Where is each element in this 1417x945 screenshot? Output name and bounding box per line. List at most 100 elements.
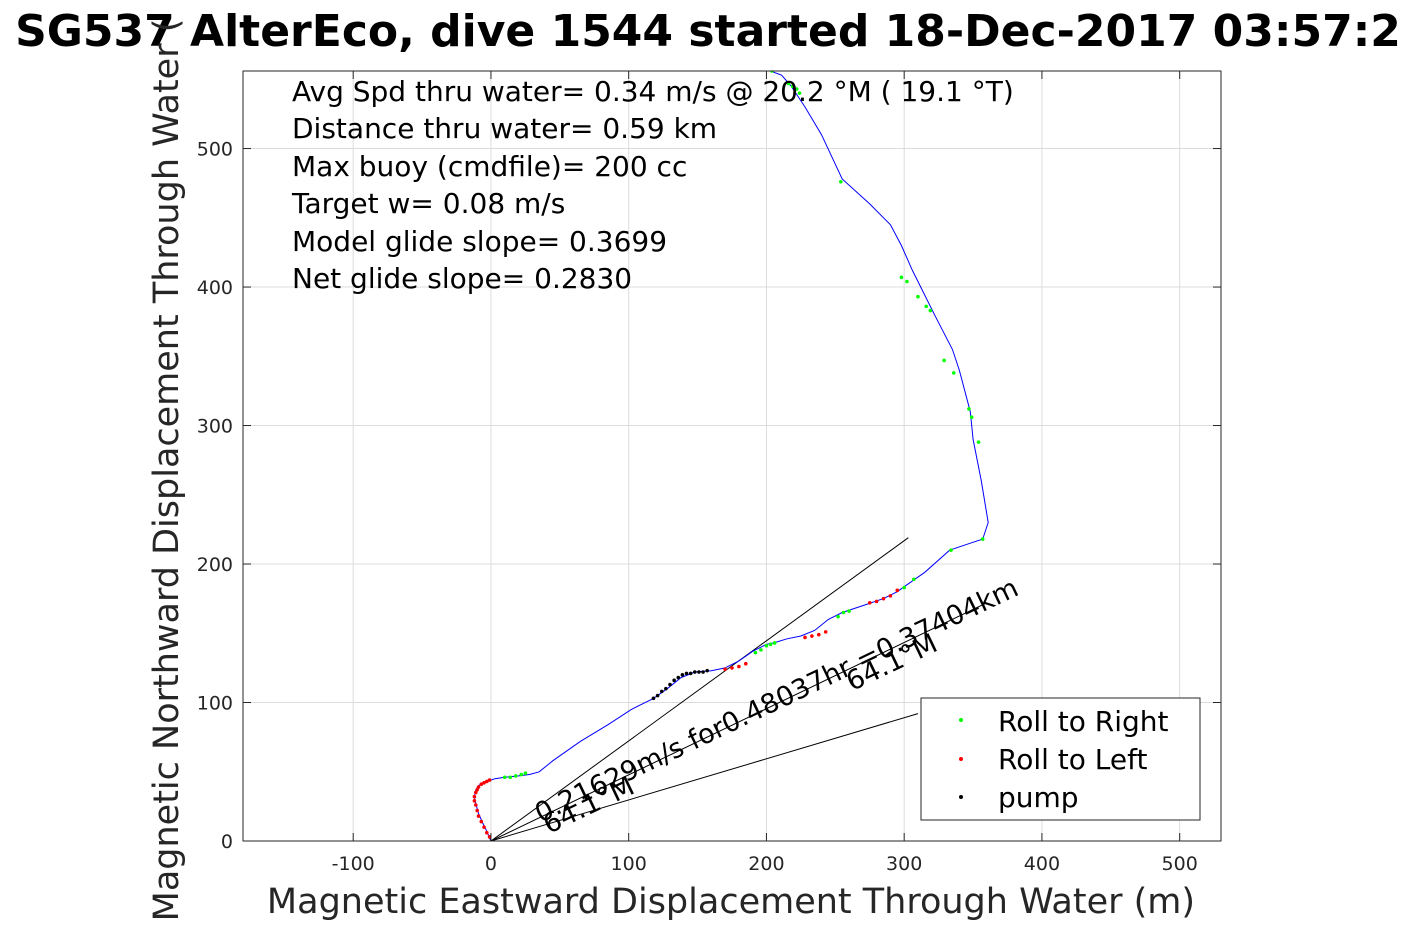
marker-roll-to-left	[803, 635, 807, 640]
marker-roll-to-right	[797, 91, 802, 95]
legend-label-pump: pump	[998, 781, 1079, 814]
marker-roll-to-left	[475, 808, 479, 813]
marker-roll-to-left	[485, 779, 489, 784]
marker-roll-to-left	[485, 830, 489, 835]
marker-roll-to-left	[888, 594, 893, 598]
marker-pump	[693, 670, 697, 674]
marker-roll-to-left	[475, 787, 479, 792]
marker-pump	[705, 668, 710, 673]
marker-roll-to-right	[847, 609, 851, 613]
marker-roll-to-right	[794, 87, 799, 91]
annotation-line-3: Max buoy (cmdfile)= 200 cc	[292, 150, 687, 183]
marker-pump	[655, 693, 660, 698]
marker-roll-to-left	[816, 632, 821, 637]
annotation-line-5: Model glide slope= 0.3699	[292, 225, 667, 258]
marker-roll-to-left	[473, 790, 478, 795]
marker-roll-to-left	[723, 667, 727, 672]
marker-roll-to-right	[899, 275, 904, 280]
marker-roll-to-left	[874, 599, 879, 604]
marker-roll-to-right	[924, 304, 929, 309]
marker-roll-to-left	[482, 825, 486, 829]
marker-roll-to-right	[949, 548, 953, 552]
annotation-line-1: Avg Spd thru water= 0.34 m/s @ 20.2 °M (…	[292, 75, 1014, 108]
marker-pump	[668, 682, 672, 687]
marker-roll-to-right	[790, 84, 795, 89]
marker-roll-to-left	[479, 782, 484, 787]
marker-roll-to-left	[482, 781, 486, 785]
marker-roll-to-right	[508, 775, 513, 780]
y-tick-label: 400	[197, 277, 233, 299]
marker-roll-to-right	[967, 407, 971, 411]
marker-roll-to-left	[472, 794, 477, 799]
marker-roll-to-right	[523, 771, 528, 775]
marker-roll-to-right	[976, 440, 981, 444]
marker-roll-to-right	[916, 294, 920, 299]
y-tick-label: 200	[197, 554, 233, 576]
legend-label-roll-right: Roll to Right	[998, 705, 1169, 738]
marker-roll-to-right	[951, 371, 956, 375]
x-tick-label: 300	[886, 853, 922, 875]
reference-line-2	[490, 602, 988, 841]
reference-line-1	[490, 537, 909, 841]
marker-roll-to-left	[476, 785, 481, 789]
marker-roll-to-left	[881, 596, 886, 601]
marker-roll-to-right	[519, 772, 524, 777]
marker-roll-to-left	[737, 664, 741, 669]
marker-roll-to-left	[472, 799, 477, 803]
x-tick-label: 400	[1024, 853, 1060, 875]
marker-roll-to-right	[768, 642, 773, 647]
marker-roll-to-right	[759, 648, 763, 652]
marker-roll-to-left	[730, 666, 734, 670]
x-tick-label: 100	[611, 853, 647, 875]
marker-pump	[664, 686, 668, 691]
marker-roll-to-right	[786, 81, 791, 86]
marker-pump	[701, 670, 705, 674]
annotation-line-4: Target w= 0.08 m/s	[291, 187, 565, 220]
marker-pump	[684, 671, 689, 676]
legend-marker-roll-left	[959, 757, 963, 761]
legend-marker-roll-right	[959, 718, 963, 722]
marker-roll-to-right	[839, 179, 843, 184]
marker-roll-to-left	[476, 814, 481, 818]
marker-roll-to-right	[942, 358, 946, 363]
chart-title: SG537 AlterEco, dive 1544 started 18-Dec…	[15, 6, 1401, 57]
annotation-line-6: Net glide slope= 0.2830	[292, 262, 632, 295]
marker-roll-to-right	[513, 774, 518, 778]
marker-pump	[676, 675, 681, 680]
marker-roll-to-right	[902, 585, 906, 590]
reference-lines	[490, 537, 988, 841]
marker-roll-to-left	[810, 634, 814, 638]
marker-series	[472, 71, 985, 839]
y-axis-label: Magnetic Northward Displacement Through …	[147, 19, 187, 922]
y-tick-label: 100	[197, 693, 233, 715]
marker-roll-to-right	[502, 775, 507, 780]
marker-roll-to-left	[823, 630, 828, 634]
marker-roll-to-left	[487, 778, 492, 782]
marker-roll-to-right	[912, 577, 916, 582]
reference-line-3	[490, 713, 919, 841]
x-tick-label: 200	[748, 853, 784, 875]
y-tick-label: 500	[197, 139, 233, 161]
axis-ticks: -100 0 100 200 300 400 500 0 100 200 300 400 500	[197, 71, 1221, 875]
marker-roll-to-left	[867, 600, 872, 605]
marker-roll-to-left	[895, 588, 900, 593]
x-tick-label: 500	[1162, 853, 1198, 875]
marker-roll-to-left	[743, 661, 748, 666]
marker-pump	[651, 696, 656, 701]
marker-roll-to-right	[969, 415, 974, 420]
plot-frame	[242, 70, 1222, 842]
marker-pump	[680, 673, 685, 677]
annotation-block: Avg Spd thru water= 0.34 m/s @ 20.2 °M (…	[291, 75, 1014, 295]
marker-roll-to-right	[841, 610, 846, 615]
x-tick-label: 0	[485, 853, 497, 875]
y-tick-label: 0	[221, 831, 233, 853]
x-tick-label: -100	[332, 853, 375, 875]
marker-roll-to-left	[479, 819, 484, 824]
marker-roll-to-right	[772, 641, 777, 645]
marker-roll-to-right	[928, 308, 933, 313]
marker-roll-to-right	[764, 643, 769, 648]
annotation-line-2: Distance thru water= 0.59 km	[292, 112, 717, 145]
marker-roll-to-left	[473, 803, 478, 807]
legend-label-roll-left: Roll to Left	[998, 743, 1147, 776]
